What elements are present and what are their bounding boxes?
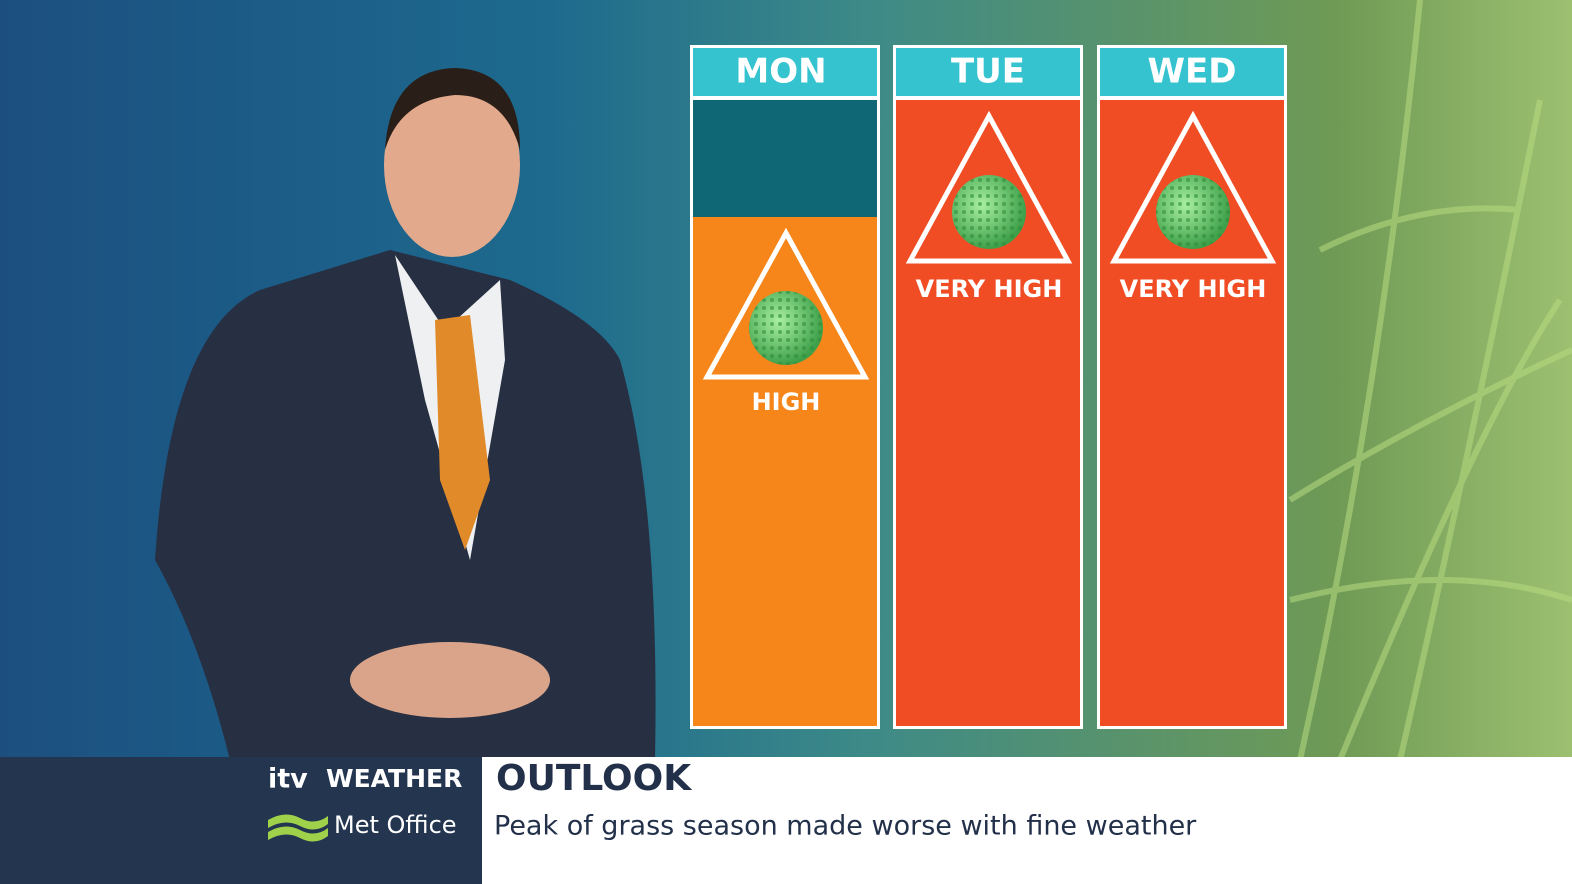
day-header [1100,48,1284,96]
brand-panel [0,757,482,884]
forecast-column: MON HIGH [690,45,880,729]
heading: OUTLOOK [496,758,692,799]
day-header [693,48,877,96]
brand-name: WEATHER [326,764,462,793]
day-label: TUE [951,52,1025,92]
partner-name: Met Office [334,811,457,839]
forecast-column: TUE VERY HIGH [893,45,1083,729]
empty-level [693,100,877,217]
pollen-texture [1156,175,1230,249]
warning-triangle [905,110,1073,264]
day-header [896,48,1080,96]
level-label: HIGH [752,388,821,416]
level-label: VERY HIGH [916,275,1063,303]
itv-logo: itv [268,764,308,795]
caption: Peak of grass season made worse with fin… [494,811,1197,842]
forecast-column: WED VERY HIGH [1097,45,1287,729]
day-label: MON [735,52,826,92]
caption-panel [482,757,1572,884]
presenter [155,68,656,760]
met-office-logo [268,814,328,842]
grass [1288,0,1572,762]
warning-triangle [702,227,870,380]
level-label: VERY HIGH [1120,275,1267,303]
warning-triangle [1109,110,1277,264]
day-label: WED [1148,52,1237,92]
pollen-texture [749,291,823,365]
pollen-texture [952,175,1026,249]
